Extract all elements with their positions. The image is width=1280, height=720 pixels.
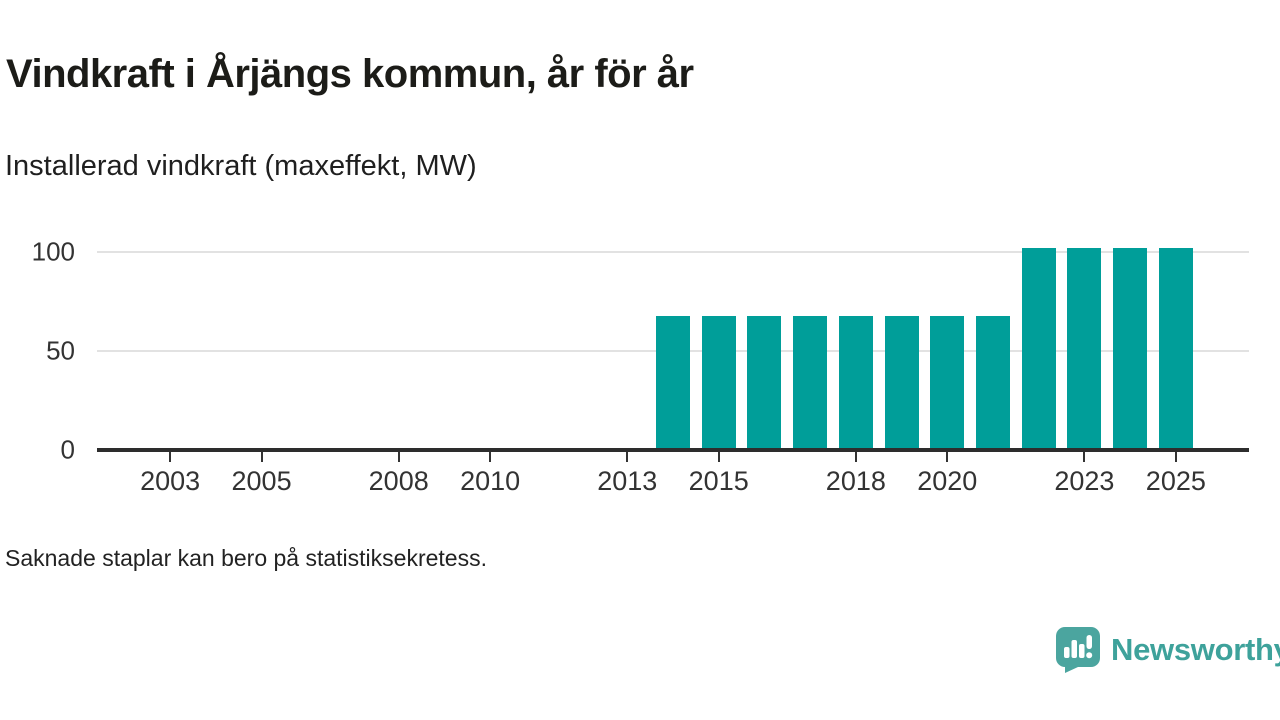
bar-2014 [656, 315, 690, 450]
x-axis-label-2008: 2008 [368, 466, 429, 496]
chart-title: Vindkraft i Årjängs kommun, år för år [6, 52, 694, 96]
x-axis-line [97, 448, 1249, 452]
y-axis-label-100: 100 [31, 236, 75, 267]
bar-2023 [1067, 248, 1102, 450]
newsworthy-logo-icon [1056, 627, 1100, 673]
x-tick-2015 [717, 452, 720, 462]
x-axis-label-2003: 2003 [140, 466, 201, 496]
gridline-100 [97, 250, 1249, 253]
bar-2015 [701, 315, 736, 450]
bar-2018 [838, 315, 873, 450]
x-axis-label-2023: 2023 [1054, 466, 1115, 496]
x-axis-label-2013: 2013 [597, 466, 658, 496]
newsworthy-logo-text: Newsworthy [1111, 632, 1280, 667]
bar-2016 [747, 315, 782, 450]
x-axis-label-2015: 2015 [688, 466, 749, 496]
x-tick-2023 [1083, 452, 1086, 462]
x-tick-2005 [260, 452, 263, 462]
x-axis-label-2005: 2005 [231, 466, 292, 496]
chart-subtitle: Installerad vindkraft (maxeffekt, MW) [5, 150, 477, 182]
x-tick-2025 [1174, 452, 1177, 462]
y-axis-label-50: 50 [46, 335, 75, 366]
y-axis-label-0: 0 [60, 434, 75, 465]
x-tick-2013 [626, 452, 629, 462]
bar-2022 [1021, 248, 1056, 450]
x-tick-2010 [489, 452, 492, 462]
bar-2025 [1158, 248, 1193, 450]
newsworthy-logo: Newsworthy [1055, 625, 1280, 675]
x-tick-2020 [946, 452, 949, 462]
x-tick-2018 [854, 452, 857, 462]
x-tick-2003 [169, 452, 172, 462]
x-axis-label-2018: 2018 [825, 466, 886, 496]
bar-2024 [1113, 248, 1148, 450]
bar-2017 [793, 315, 828, 450]
bar-2021 [976, 315, 1010, 450]
x-axis-label-2020: 2020 [917, 466, 978, 496]
bar-2019 [884, 315, 919, 450]
chart-footnote: Saknade staplar kan bero på statistiksek… [5, 545, 487, 571]
x-tick-2008 [397, 452, 400, 462]
bar-2020 [930, 315, 965, 450]
x-axis-label-2010: 2010 [460, 466, 521, 496]
x-axis-label-2025: 2025 [1145, 466, 1206, 496]
